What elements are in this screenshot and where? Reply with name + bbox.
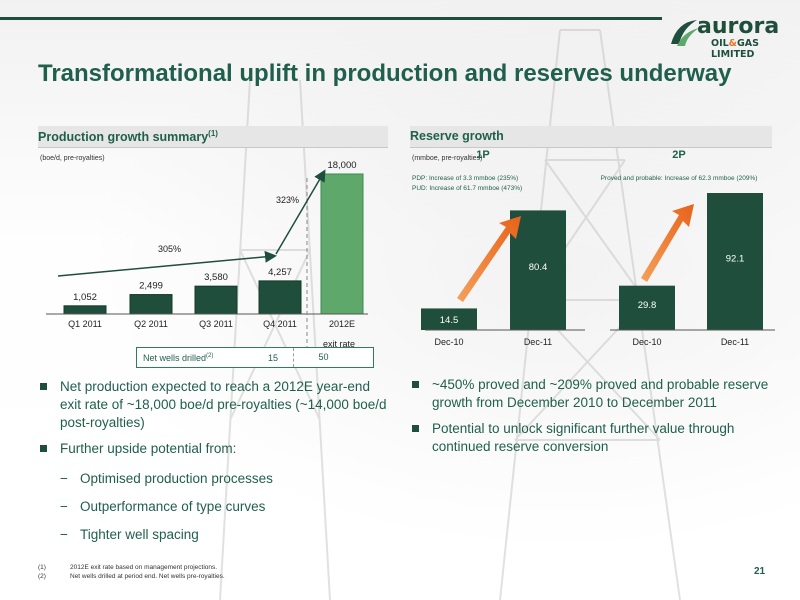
1p-pdp-note: PDP: Increase of 3.3 mmboe (235%): [412, 175, 518, 182]
logo-subtitle: OIL&GAS LIMITED: [711, 38, 759, 60]
exit-rate-label: exit rate: [323, 339, 355, 349]
growth-arrow-323: [275, 169, 326, 255]
net-wells-q4: 15: [267, 352, 278, 363]
2p-note: Proved and probable: Increase of 62.3 mm…: [601, 175, 758, 182]
bullet-production-target: Net production expected to reach a 2012E…: [38, 378, 388, 432]
bullet-upside: Further upside potential from:: [38, 440, 388, 458]
2p-bar-dec-10: [619, 285, 675, 330]
bullet-square-icon: [40, 383, 47, 390]
bullet-square-icon: [40, 445, 47, 452]
production-category-label-q3-2011: Q3 2011: [199, 319, 233, 329]
1p-bar-dec-11: [510, 210, 566, 330]
2p-value-label-dec-10: 29.8: [638, 300, 657, 311]
production-value-label-q3-2011: 3,580: [204, 272, 228, 283]
1p-value-label-dec-11: 80.4: [529, 262, 548, 273]
production-bar-q4-2011: [258, 280, 302, 315]
bullet-reserve-growth: ~450% proved and ~209% proved and probab…: [410, 376, 772, 412]
production-section-header: Production growth summary(1): [38, 126, 388, 148]
production-bullets: Net production expected to reach a 2012E…: [38, 378, 388, 554]
1p-category-label-dec-11: Dec-11: [524, 337, 552, 347]
production-bar-q1-2011: [63, 305, 107, 315]
production-category-label-2012e: 2012E: [329, 319, 355, 329]
page-number: 21: [754, 566, 766, 577]
logo-swoosh-icon: [671, 20, 699, 46]
footnotes: (1) 2012E exit rate based on management p…: [38, 563, 225, 581]
footnote-2: (2) Net wells drilled at period end. Net …: [38, 573, 225, 580]
reserve-section-header: Reserve growth: [410, 126, 772, 148]
1p-growth-arrow: [457, 216, 521, 302]
production-bar-2012e: [320, 173, 364, 315]
1p-value-label-dec-10: 14.5: [440, 315, 459, 326]
sub-bullet-type-curves: − Outperformance of type curves: [60, 499, 266, 514]
2p-growth-arrow: [641, 204, 694, 282]
production-value-label-q1-2011: 1,052: [73, 292, 97, 303]
net-wells-2012e: 50: [293, 348, 353, 367]
2p-bar-dec-11: [707, 193, 763, 330]
2p-title: 2P: [672, 149, 685, 161]
bullet-square-icon: [412, 381, 419, 388]
1p-title: 1P: [476, 149, 489, 161]
sub-bullet-well-spacing: − Tighter well spacing: [60, 527, 199, 542]
2p-category-label-dec-11: Dec-11: [721, 337, 749, 347]
bullet-reserve-conversion: Potential to unlock significant further …: [410, 420, 772, 456]
1p-bar-dec-10: [421, 308, 477, 330]
production-bar-q2-2011: [129, 294, 173, 315]
bullet-square-icon: [412, 425, 419, 432]
2p-category-label-dec-10: Dec-10: [632, 337, 661, 347]
company-logo: aurora OIL&GAS LIMITED: [667, 12, 795, 60]
production-category-label-q2-2011: Q2 2011: [134, 319, 168, 329]
footnote-1: (1) 2012E exit rate based on management p…: [38, 564, 218, 571]
growth-label-305: 305%: [158, 244, 181, 254]
net-wells-label: Net wells drilled(2): [143, 352, 214, 363]
production-category-label-q1-2011: Q1 2011: [68, 319, 102, 329]
growth-label-323: 323%: [276, 195, 299, 205]
sub-bullet-processes: − Optimised production processes: [60, 471, 273, 486]
1p-category-label-dec-10: Dec-10: [434, 337, 463, 347]
reserve-bar-charts: 1P PDP: Increase of 3.3 mmboe (235%) PUD…: [412, 149, 775, 347]
production-value-label-q2-2011: 2,499: [139, 281, 163, 292]
logo-wordmark: aurora: [697, 14, 780, 39]
production-value-label-q4-2011: 4,257: [268, 267, 292, 278]
production-bar-q3-2011: [194, 285, 238, 315]
growth-arrow-305: [57, 250, 277, 277]
page-title: Transformational uplift in production an…: [38, 60, 732, 87]
production-category-label-q4-2011: Q4 2011: [263, 319, 297, 329]
2p-value-label-dec-11: 92.1: [726, 254, 745, 265]
production-unit-note: (boe/d, pre-royalties): [40, 155, 105, 162]
1p-pud-note: PUD: Increase of 61.7 mmboe (473%): [412, 185, 522, 192]
top-accent-bar: [0, 17, 662, 20]
production-value-label-2012e: 18,000: [327, 160, 356, 171]
reserve-bullets: ~450% proved and ~209% proved and probab…: [410, 376, 772, 464]
production-bar-chart: 1,052 Q1 2011 2,499 Q2 2011 3,580 Q3 2011 4,25…: [46, 160, 368, 349]
reserve-unit-note: (mmboe, pre-royalties): [412, 155, 483, 162]
net-wells-table: Net wells drilled(2) 15 50: [136, 347, 374, 368]
